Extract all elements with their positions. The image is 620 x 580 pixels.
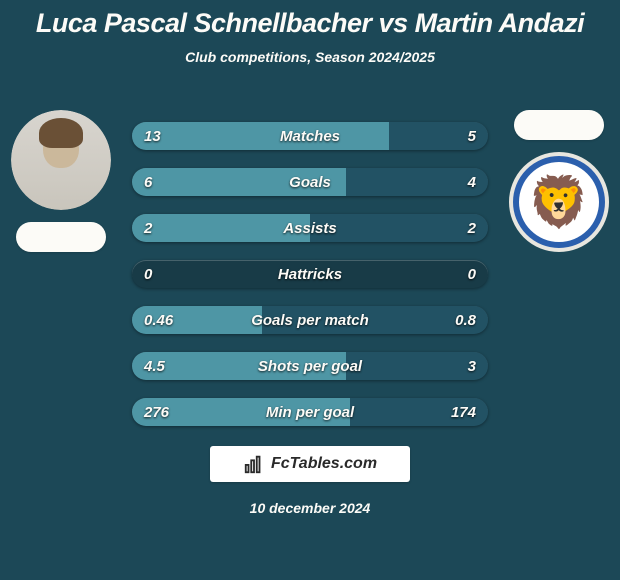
right-player-column: 🦁 [504,110,614,252]
stat-value-right: 2 [468,214,476,242]
subtitle: Club competitions, Season 2024/2025 [0,49,620,65]
stat-label: Shots per goal [132,352,488,380]
stat-value-left: 0 [144,260,152,288]
right-player-flag [514,110,604,140]
date-label: 10 december 2024 [0,500,620,516]
stat-value-left: 0.46 [144,306,173,334]
club-badge-inner: 🦁 [519,162,599,242]
branding-badge[interactable]: FcTables.com [210,446,410,482]
stat-value-left: 4.5 [144,352,165,380]
stat-row: Goals per match0.46 0.8 [132,306,488,334]
stat-value-left: 276 [144,398,169,426]
left-player-flag [16,222,106,252]
comparison-card: Luca Pascal Schnellbacher vs Martin Anda… [0,0,620,580]
stat-value-right: 0 [468,260,476,288]
comparison-bars: Matches13 5 Goals6 4 Assists2 2 Hattricks0 0 Goa… [132,122,488,426]
stat-label: Assists [132,214,488,242]
stat-value-right: 0.8 [455,306,476,334]
right-player-club-badge: 🦁 [509,152,609,252]
stat-label: Matches [132,122,488,150]
stat-row: Matches13 5 [132,122,488,150]
left-player-avatar [11,110,111,210]
stat-label: Hattricks [132,260,488,288]
stat-label: Min per goal [132,398,488,426]
stat-value-right: 3 [468,352,476,380]
stat-row: Goals6 4 [132,168,488,196]
stat-label: Goals per match [132,306,488,334]
chart-icon [243,453,265,475]
avatar-placeholder-icon [11,110,111,210]
stat-value-right: 5 [468,122,476,150]
stat-row: Assists2 2 [132,214,488,242]
stat-value-left: 2 [144,214,152,242]
stat-value-left: 13 [144,122,161,150]
left-player-column [6,110,116,252]
stat-label: Goals [132,168,488,196]
stat-value-right: 174 [451,398,476,426]
branding-text: FcTables.com [271,455,377,473]
stat-row: Hattricks0 0 [132,260,488,288]
stat-value-left: 6 [144,168,152,196]
page-title: Luca Pascal Schnellbacher vs Martin Anda… [0,0,620,39]
lion-icon: 🦁 [528,177,590,227]
stat-value-right: 4 [468,168,476,196]
stat-row: Min per goal276 174 [132,398,488,426]
stat-row: Shots per goal4.5 3 [132,352,488,380]
